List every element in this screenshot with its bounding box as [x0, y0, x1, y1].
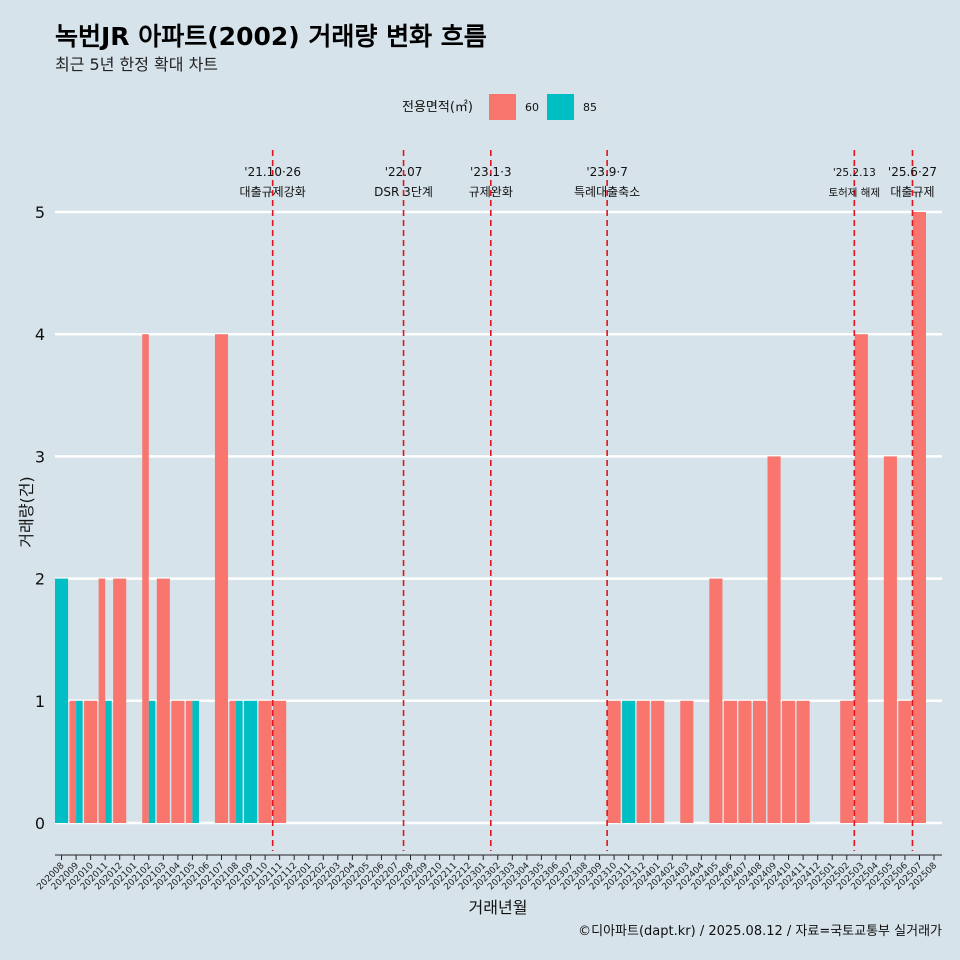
y-tick-label: 2: [35, 570, 45, 589]
bar-202012-60: [113, 578, 127, 823]
bar-202105-60: [185, 700, 193, 823]
legend-title: 전용면적(㎡): [402, 100, 473, 115]
bar-202505-60: [883, 456, 897, 823]
bar-202108-60: [229, 700, 237, 823]
bar-202108-85: [236, 700, 243, 823]
bar-202405-60: [709, 578, 723, 823]
event-label: 대출규제: [890, 185, 934, 199]
bar-202011-60: [98, 578, 106, 823]
x-axis: 2020082020092020102020112020122021012021…: [35, 854, 942, 892]
bar-202506-60: [898, 700, 912, 823]
legend: 전용면적(㎡) 60 85: [402, 94, 597, 120]
bar-202011-85: [105, 700, 112, 823]
caption: ©디아파트(dapt.kr) / 2025.08.12 / 자료=국토교통부 실…: [578, 924, 942, 939]
bar-202502-60: [840, 700, 854, 823]
y-tick-label: 0: [35, 814, 45, 833]
bar-202503-60: [854, 334, 868, 823]
event-label: 특례대출축소: [574, 185, 640, 199]
event-label: 규제완화: [469, 185, 513, 199]
x-axis-title: 거래년월: [469, 898, 528, 917]
bars: [55, 212, 927, 823]
bar-202009-85: [76, 700, 83, 823]
event-date: '23.1·3: [470, 165, 511, 179]
bar-202109-85: [244, 700, 258, 823]
event-date: '25.2.13: [833, 167, 876, 179]
y-axis-title: 거래량(건): [17, 476, 36, 547]
bar-202311-85: [622, 700, 636, 823]
bar-202102-60: [142, 334, 149, 823]
event-label: 대출규제강화: [240, 185, 306, 199]
bar-202403-60: [680, 700, 694, 823]
event-date: '25.6·27: [888, 165, 937, 179]
event-label: 토허제 해제: [828, 186, 880, 199]
bar-202102-85: [148, 700, 156, 823]
legend-label-60: 60: [525, 101, 539, 114]
y-tick-label: 5: [35, 203, 45, 222]
chart-title: 녹번JR 아파트(2002) 거래량 변화 흐름: [55, 22, 487, 51]
legend-swatch-60: [489, 94, 516, 120]
bar-202407-60: [738, 700, 752, 823]
bar-202103-60: [156, 578, 170, 823]
legend-label-85: 85: [583, 101, 597, 114]
bar-202410-60: [782, 700, 796, 823]
chart-subtitle: 최근 5년 한정 확대 차트: [55, 55, 218, 74]
bar-202310-60: [607, 700, 621, 823]
bar-202409-60: [767, 456, 781, 823]
y-tick-labels: 0 1 2 3 4 5: [35, 203, 45, 833]
legend-swatch-85: [547, 94, 574, 120]
event-markers: '21.10·26 대출규제강화 '22.07 DSR 3단계 '23.1·3 규제완화 '…: [240, 150, 937, 851]
y-tick-label: 3: [35, 447, 45, 466]
bar-202107-60: [214, 334, 229, 823]
bar-202010-60: [84, 700, 98, 823]
event-label: DSR 3단계: [374, 185, 433, 199]
bar-202406-60: [723, 700, 737, 823]
bar-202110-60: [258, 700, 272, 823]
bar-202408-60: [752, 700, 767, 823]
event-date: '22.07: [385, 165, 423, 179]
bar-202111-60: [273, 700, 287, 823]
event-date: '23.9·7: [586, 165, 627, 179]
bar-202104-60: [171, 700, 185, 823]
bar-202401-60: [651, 700, 665, 823]
bar-202105-85: [192, 700, 199, 823]
event-date: '21.10·26: [244, 165, 301, 179]
bar-202312-60: [636, 700, 650, 823]
bar-202009-60: [69, 700, 77, 823]
bar-202008-85: [55, 578, 69, 823]
bar-202411-60: [796, 700, 810, 823]
bar-202507-60: [912, 212, 927, 823]
y-tick-label: 4: [35, 325, 45, 344]
y-tick-label: 1: [35, 692, 45, 711]
